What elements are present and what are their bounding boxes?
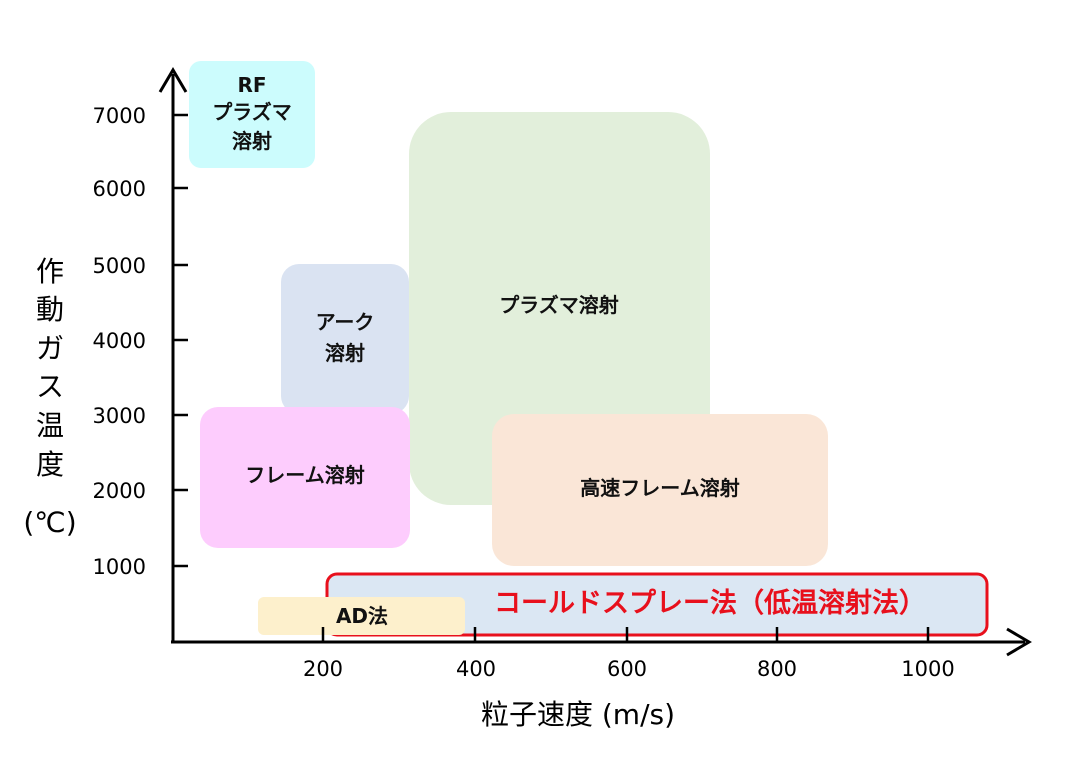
y-axis-label-char-5: 温 bbox=[36, 409, 64, 442]
y-axis-label-char-1: 作 bbox=[36, 255, 64, 288]
y-axis-label-char-3: ガ bbox=[36, 332, 64, 365]
ad-region bbox=[258, 597, 465, 635]
hvof-region bbox=[492, 414, 828, 566]
x-tick-label-400: 400 bbox=[456, 657, 496, 681]
flame-label: フレーム溶射 bbox=[245, 463, 364, 487]
ad-label: AD法 bbox=[336, 604, 388, 628]
y-axis-label-char-4: ス bbox=[36, 370, 64, 403]
hvof-label: 高速フレーム溶射 bbox=[580, 476, 739, 500]
rf-plasma-label-3: 溶射 bbox=[232, 129, 272, 153]
y-tick-label-4000: 4000 bbox=[93, 329, 146, 353]
plasma-region bbox=[409, 112, 710, 505]
x-tick-label-800: 800 bbox=[757, 657, 797, 681]
plasma-label: プラズマ溶射 bbox=[499, 293, 619, 317]
y-tick-label-7000: 7000 bbox=[93, 104, 146, 128]
y-tick-label-5000: 5000 bbox=[93, 254, 146, 278]
y-axis-unit: (℃) bbox=[23, 506, 76, 539]
x-tick-label-600: 600 bbox=[607, 657, 647, 681]
x-ticks bbox=[321, 627, 930, 642]
y-axis-label-char-2: 動 bbox=[36, 293, 64, 326]
x-tick-label-200: 200 bbox=[303, 657, 343, 681]
arc-region bbox=[281, 264, 409, 414]
rf-plasma-region bbox=[189, 61, 315, 168]
rf-plasma-label-2: プラズマ bbox=[212, 100, 292, 124]
x-tick-label-1000: 1000 bbox=[901, 657, 954, 681]
x-axis-label: 粒子速度 (m/s) bbox=[481, 698, 675, 731]
rf-plasma-label-1: RF bbox=[237, 73, 266, 97]
y-axis-label-char-6: 度 bbox=[36, 448, 64, 481]
arc-label-1: アーク bbox=[316, 310, 375, 334]
arc-label-2: 溶射 bbox=[325, 341, 365, 365]
y-ticks bbox=[173, 113, 188, 568]
cold-spray-label: コールドスプレー法（低温溶射法） bbox=[494, 587, 926, 619]
y-tick-label-6000: 6000 bbox=[93, 177, 146, 201]
x-axis-arrow bbox=[1006, 627, 1032, 657]
flame-region bbox=[200, 407, 410, 548]
y-tick-label-3000: 3000 bbox=[93, 404, 146, 428]
y-tick-label-2000: 2000 bbox=[93, 479, 146, 503]
y-axis-arrow bbox=[158, 67, 188, 93]
y-tick-label-1000: 1000 bbox=[93, 555, 146, 579]
